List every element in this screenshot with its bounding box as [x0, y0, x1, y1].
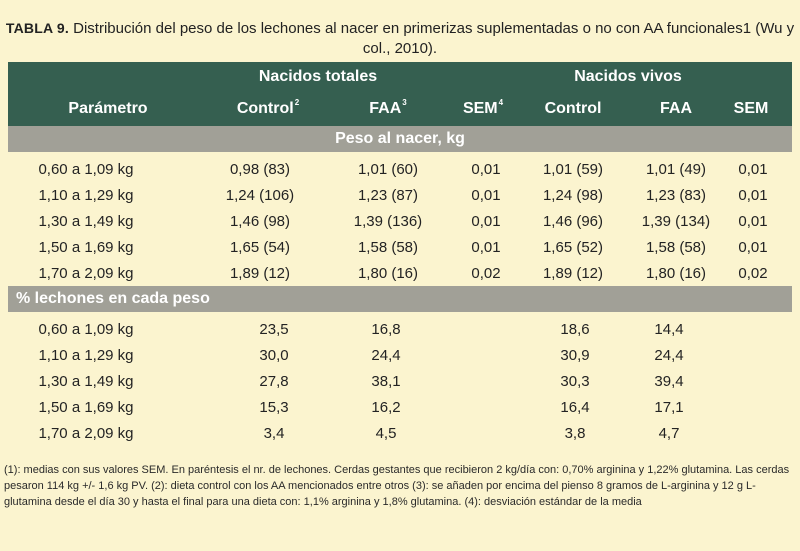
cell-control-totales: 1,24 (106) — [225, 187, 295, 204]
cell-control-totales: 1,46 (98) — [229, 213, 291, 230]
cell-control-totales: 0,98 (83) — [229, 161, 291, 178]
cell-control-vivos: 3,8 — [564, 425, 586, 442]
cell-parametro: 1,50 a 1,69 kg — [38, 399, 134, 416]
cell-parametro: 1,70 a 2,09 kg — [38, 265, 134, 282]
cell-sem-totales: 0,01 — [471, 239, 501, 256]
cell-faa-vivos: 24,4 — [654, 347, 684, 364]
cell-control-vivos: 30,3 — [560, 373, 590, 390]
cell-parametro: 0,60 a 1,09 kg — [38, 321, 134, 338]
column-header-sem-vivos: SEM — [733, 100, 769, 117]
data-table: Nacidos totales Nacidos vivos Parámetro … — [8, 62, 792, 446]
table-column-header: Parámetro Control2 FAA3 SEM4 Control FAA… — [8, 91, 792, 126]
column-header-faa-vivos: FAA — [660, 100, 692, 117]
cell-control-totales: 1,65 (54) — [229, 239, 291, 256]
group-header-nacidos-vivos: Nacidos vivos — [574, 68, 682, 85]
table-row: 1,50 a 1,69 kg 1,65 (54) 1,58 (58) 0,01 … — [8, 234, 792, 260]
cell-sem-vivos: 0,02 — [738, 265, 768, 282]
cell-faa-totales: 1,23 (87) — [357, 187, 419, 204]
cell-control-vivos: 16,4 — [560, 399, 590, 416]
section-header-peso-al-nacer: Peso al nacer, kg — [8, 126, 792, 152]
cell-parametro: 1,10 a 1,29 kg — [38, 187, 134, 204]
cell-sem-totales: 0,02 — [471, 265, 501, 282]
cell-control-totales: 1,89 (12) — [229, 265, 291, 282]
cell-faa-totales: 38,1 — [371, 373, 401, 390]
column-header-control-totales: Control2 — [236, 98, 300, 117]
cell-faa-totales: 1,01 (60) — [357, 161, 419, 178]
section-body-porcentaje-lechones: 0,60 a 1,09 kg 23,5 16,8 18,6 14,4 1,10 … — [8, 316, 792, 446]
table-row: 1,50 a 1,69 kg 15,3 16,2 16,4 17,1 — [8, 394, 792, 420]
cell-parametro: 0,60 a 1,09 kg — [38, 161, 134, 178]
cell-parametro: 1,30 a 1,49 kg — [38, 213, 134, 230]
cell-control-totales: 3,4 — [263, 425, 285, 442]
cell-faa-vivos: 1,58 (58) — [645, 239, 707, 256]
cell-faa-totales: 4,5 — [375, 425, 397, 442]
cell-control-totales: 30,0 — [259, 347, 289, 364]
group-header-nacidos-totales: Nacidos totales — [258, 68, 378, 85]
cell-control-vivos: 1,89 (12) — [542, 265, 604, 282]
cell-sem-vivos: 0,01 — [738, 161, 768, 178]
cell-parametro: 1,70 a 2,09 kg — [38, 425, 134, 442]
cell-control-vivos: 1,65 (52) — [542, 239, 604, 256]
cell-sem-vivos: 0,01 — [738, 187, 768, 204]
cell-parametro: 1,10 a 1,29 kg — [38, 347, 134, 364]
cell-control-vivos: 30,9 — [560, 347, 590, 364]
cell-faa-totales: 16,8 — [371, 321, 401, 338]
table-row: 1,70 a 2,09 kg 3,4 4,5 3,8 4,7 — [8, 420, 792, 446]
cell-parametro: 1,50 a 1,69 kg — [38, 239, 134, 256]
table-row: 0,60 a 1,09 kg 23,5 16,8 18,6 14,4 — [8, 316, 792, 342]
table-row: 1,10 a 1,29 kg 1,24 (106) 1,23 (87) 0,01… — [8, 182, 792, 208]
cell-faa-vivos: 39,4 — [654, 373, 684, 390]
column-header-control-vivos: Control — [544, 100, 602, 117]
table-row: 1,70 a 2,09 kg 1,89 (12) 1,80 (16) 0,02 … — [8, 260, 792, 286]
table-row: 1,30 a 1,49 kg 1,46 (98) 1,39 (136) 0,01… — [8, 208, 792, 234]
cell-faa-vivos: 1,01 (49) — [645, 161, 707, 178]
cell-sem-totales: 0,01 — [471, 187, 501, 204]
column-header-parametro: Parámetro — [68, 100, 148, 117]
table-group-header: Nacidos totales Nacidos vivos — [8, 62, 792, 91]
cell-faa-vivos: 1,39 (134) — [641, 213, 711, 230]
cell-faa-totales: 24,4 — [371, 347, 401, 364]
section-header-porcentaje-lechones: % lechones en cada peso — [8, 286, 792, 312]
cell-control-vivos: 1,24 (98) — [542, 187, 604, 204]
cell-control-vivos: 18,6 — [560, 321, 590, 338]
cell-control-totales: 23,5 — [259, 321, 289, 338]
table-row: 1,30 a 1,49 kg 27,8 38,1 30,3 39,4 — [8, 368, 792, 394]
column-header-sem-totales: SEM4 — [462, 98, 504, 117]
cell-faa-totales: 1,80 (16) — [357, 265, 419, 282]
cell-sem-vivos: 0,01 — [738, 213, 768, 230]
caption-label: TABLA 9. — [5, 20, 69, 36]
cell-faa-vivos: 4,7 — [658, 425, 680, 442]
cell-control-totales: 27,8 — [259, 373, 289, 390]
cell-sem-totales: 0,01 — [471, 213, 501, 230]
cell-control-totales: 15,3 — [259, 399, 289, 416]
cell-faa-vivos: 1,23 (83) — [645, 187, 707, 204]
cell-faa-totales: 16,2 — [371, 399, 401, 416]
table-row: 0,60 a 1,09 kg 0,98 (83) 1,01 (60) 0,01 … — [8, 156, 792, 182]
cell-control-vivos: 1,01 (59) — [542, 161, 604, 178]
cell-faa-totales: 1,58 (58) — [357, 239, 419, 256]
column-header-faa-totales: FAA3 — [369, 98, 407, 117]
cell-sem-vivos: 0,01 — [738, 239, 768, 256]
table-footnote: (1): medias con sus valores SEM. En paré… — [4, 464, 790, 508]
section-body-peso-al-nacer: 0,60 a 1,09 kg 0,98 (83) 1,01 (60) 0,01 … — [8, 156, 792, 286]
cell-faa-vivos: 17,1 — [654, 399, 684, 416]
cell-parametro: 1,30 a 1,49 kg — [38, 373, 134, 390]
cell-faa-vivos: 1,80 (16) — [645, 265, 707, 282]
cell-sem-totales: 0,01 — [471, 161, 501, 178]
table-caption: TABLA 9. Distribución del peso de los le… — [0, 0, 800, 59]
cell-faa-totales: 1,39 (136) — [353, 213, 423, 230]
caption-text: Distribución del peso de los lechones al… — [73, 20, 795, 57]
cell-faa-vivos: 14,4 — [654, 321, 684, 338]
table-row: 1,10 a 1,29 kg 30,0 24,4 30,9 24,4 — [8, 342, 792, 368]
cell-control-vivos: 1,46 (96) — [542, 213, 604, 230]
